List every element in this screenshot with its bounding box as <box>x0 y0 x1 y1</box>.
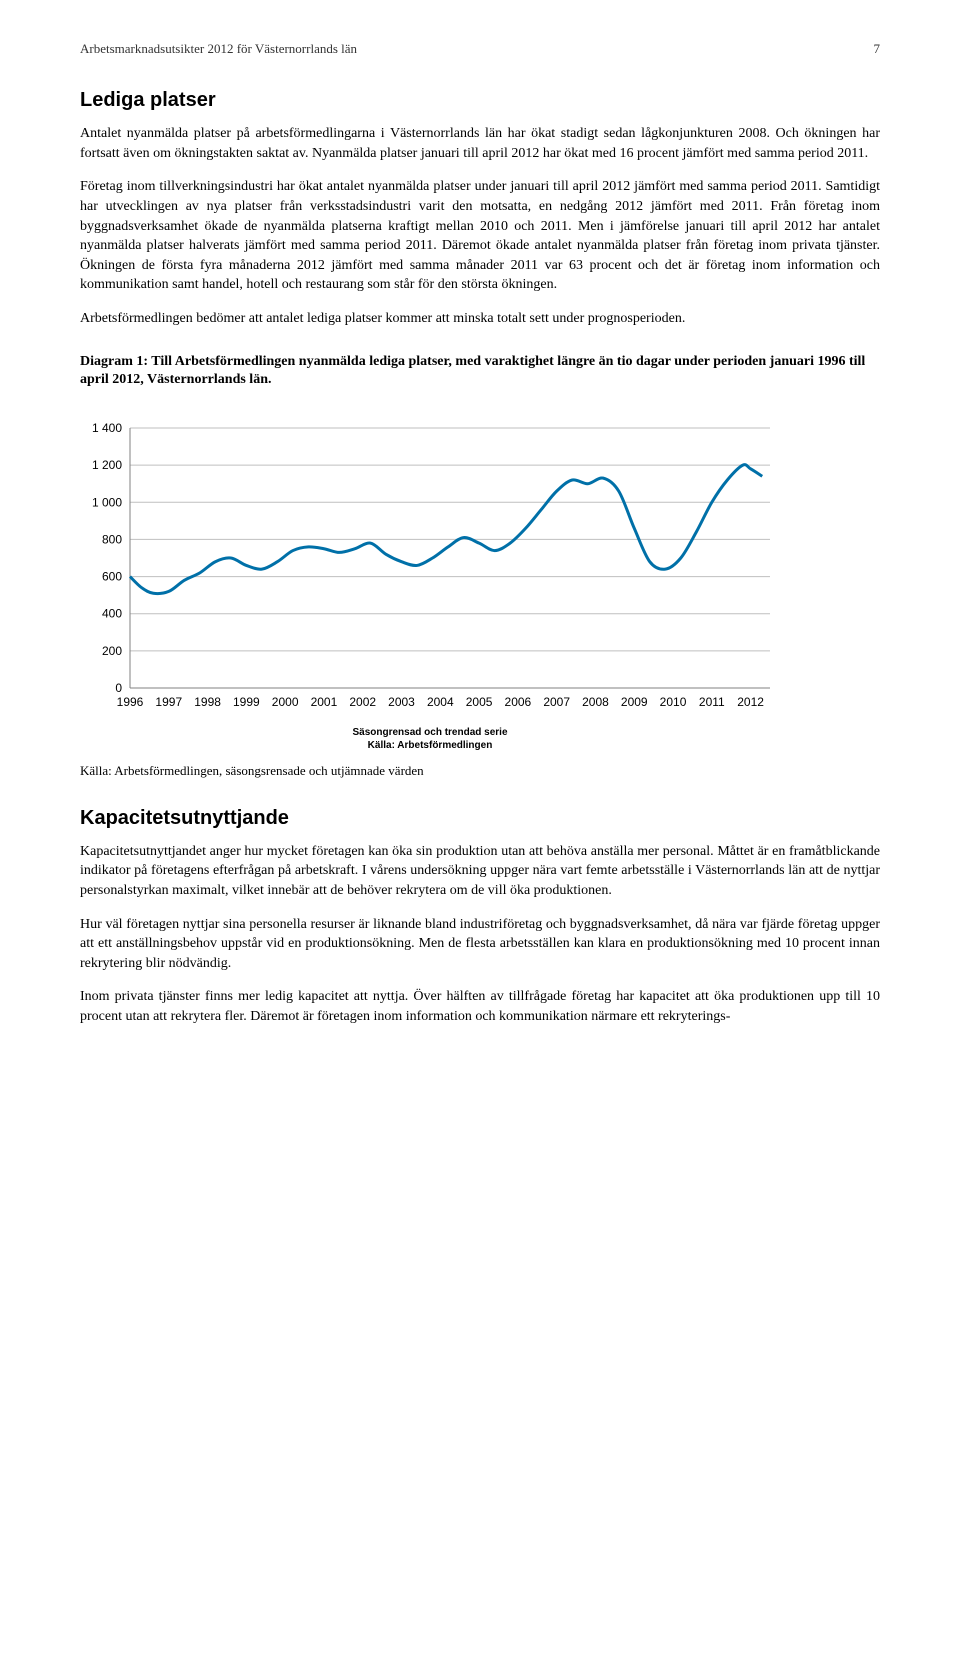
svg-text:600: 600 <box>102 570 122 584</box>
svg-text:0: 0 <box>115 681 122 695</box>
chart-footer-line1: Säsongrensad och trendad serie <box>80 726 780 739</box>
body-paragraph: Antalet nyanmälda platser på arbetsförme… <box>80 124 880 163</box>
svg-text:2009: 2009 <box>621 695 648 709</box>
svg-text:2010: 2010 <box>660 695 687 709</box>
diagram-caption: Diagram 1: Till Arbetsförmedlingen nyanm… <box>80 353 880 391</box>
svg-text:1 400: 1 400 <box>92 421 122 435</box>
page-header: Arbetsmarknadsutsikter 2012 för Västerno… <box>80 40 880 58</box>
svg-text:1999: 1999 <box>233 695 260 709</box>
chart-source: Källa: Arbetsförmedlingen, säsongsrensad… <box>80 762 880 780</box>
chart-footer-line2: Källa: Arbetsförmedlingen <box>80 739 780 752</box>
svg-text:800: 800 <box>102 533 122 547</box>
body-paragraph: Inom privata tjänster finns mer ledig ka… <box>80 987 880 1026</box>
body-paragraph: Arbetsförmedlingen bedömer att antalet l… <box>80 309 880 329</box>
chart-svg: 0 200 400 600 800 1 000 1 200 1 400 1996 1997 1998… <box>80 418 780 718</box>
svg-text:2012: 2012 <box>737 695 764 709</box>
body-paragraph: Hur väl företagen nyttjar sina personell… <box>80 915 880 974</box>
page-number: 7 <box>874 40 881 58</box>
svg-text:2007: 2007 <box>543 695 570 709</box>
svg-text:2008: 2008 <box>582 695 609 709</box>
body-paragraph: Företag inom tillverkningsindustri har ö… <box>80 177 880 295</box>
svg-text:1996: 1996 <box>117 695 144 709</box>
body-paragraph: Kapacitetsutnyttjandet anger hur mycket … <box>80 842 880 901</box>
svg-text:2000: 2000 <box>272 695 299 709</box>
svg-text:2003: 2003 <box>388 695 415 709</box>
header-title: Arbetsmarknadsutsikter 2012 för Västerno… <box>80 40 357 58</box>
svg-text:400: 400 <box>102 607 122 621</box>
svg-text:1997: 1997 <box>155 695 182 709</box>
chart-footer: Säsongrensad och trendad serie Källa: Ar… <box>80 726 780 752</box>
line-chart: 0 200 400 600 800 1 000 1 200 1 400 1996 1997 1998… <box>80 418 780 751</box>
section-heading-lediga: Lediga platser <box>80 86 880 114</box>
svg-text:2005: 2005 <box>466 695 493 709</box>
svg-text:2001: 2001 <box>311 695 338 709</box>
svg-text:1 000: 1 000 <box>92 496 122 510</box>
section-heading-kapacitet: Kapacitetsutnyttjande <box>80 804 880 832</box>
svg-text:2002: 2002 <box>349 695 376 709</box>
svg-text:1 200: 1 200 <box>92 458 122 472</box>
svg-text:2011: 2011 <box>699 695 725 709</box>
svg-text:200: 200 <box>102 644 122 658</box>
svg-text:2004: 2004 <box>427 695 454 709</box>
svg-text:1998: 1998 <box>194 695 221 709</box>
svg-text:2006: 2006 <box>505 695 532 709</box>
